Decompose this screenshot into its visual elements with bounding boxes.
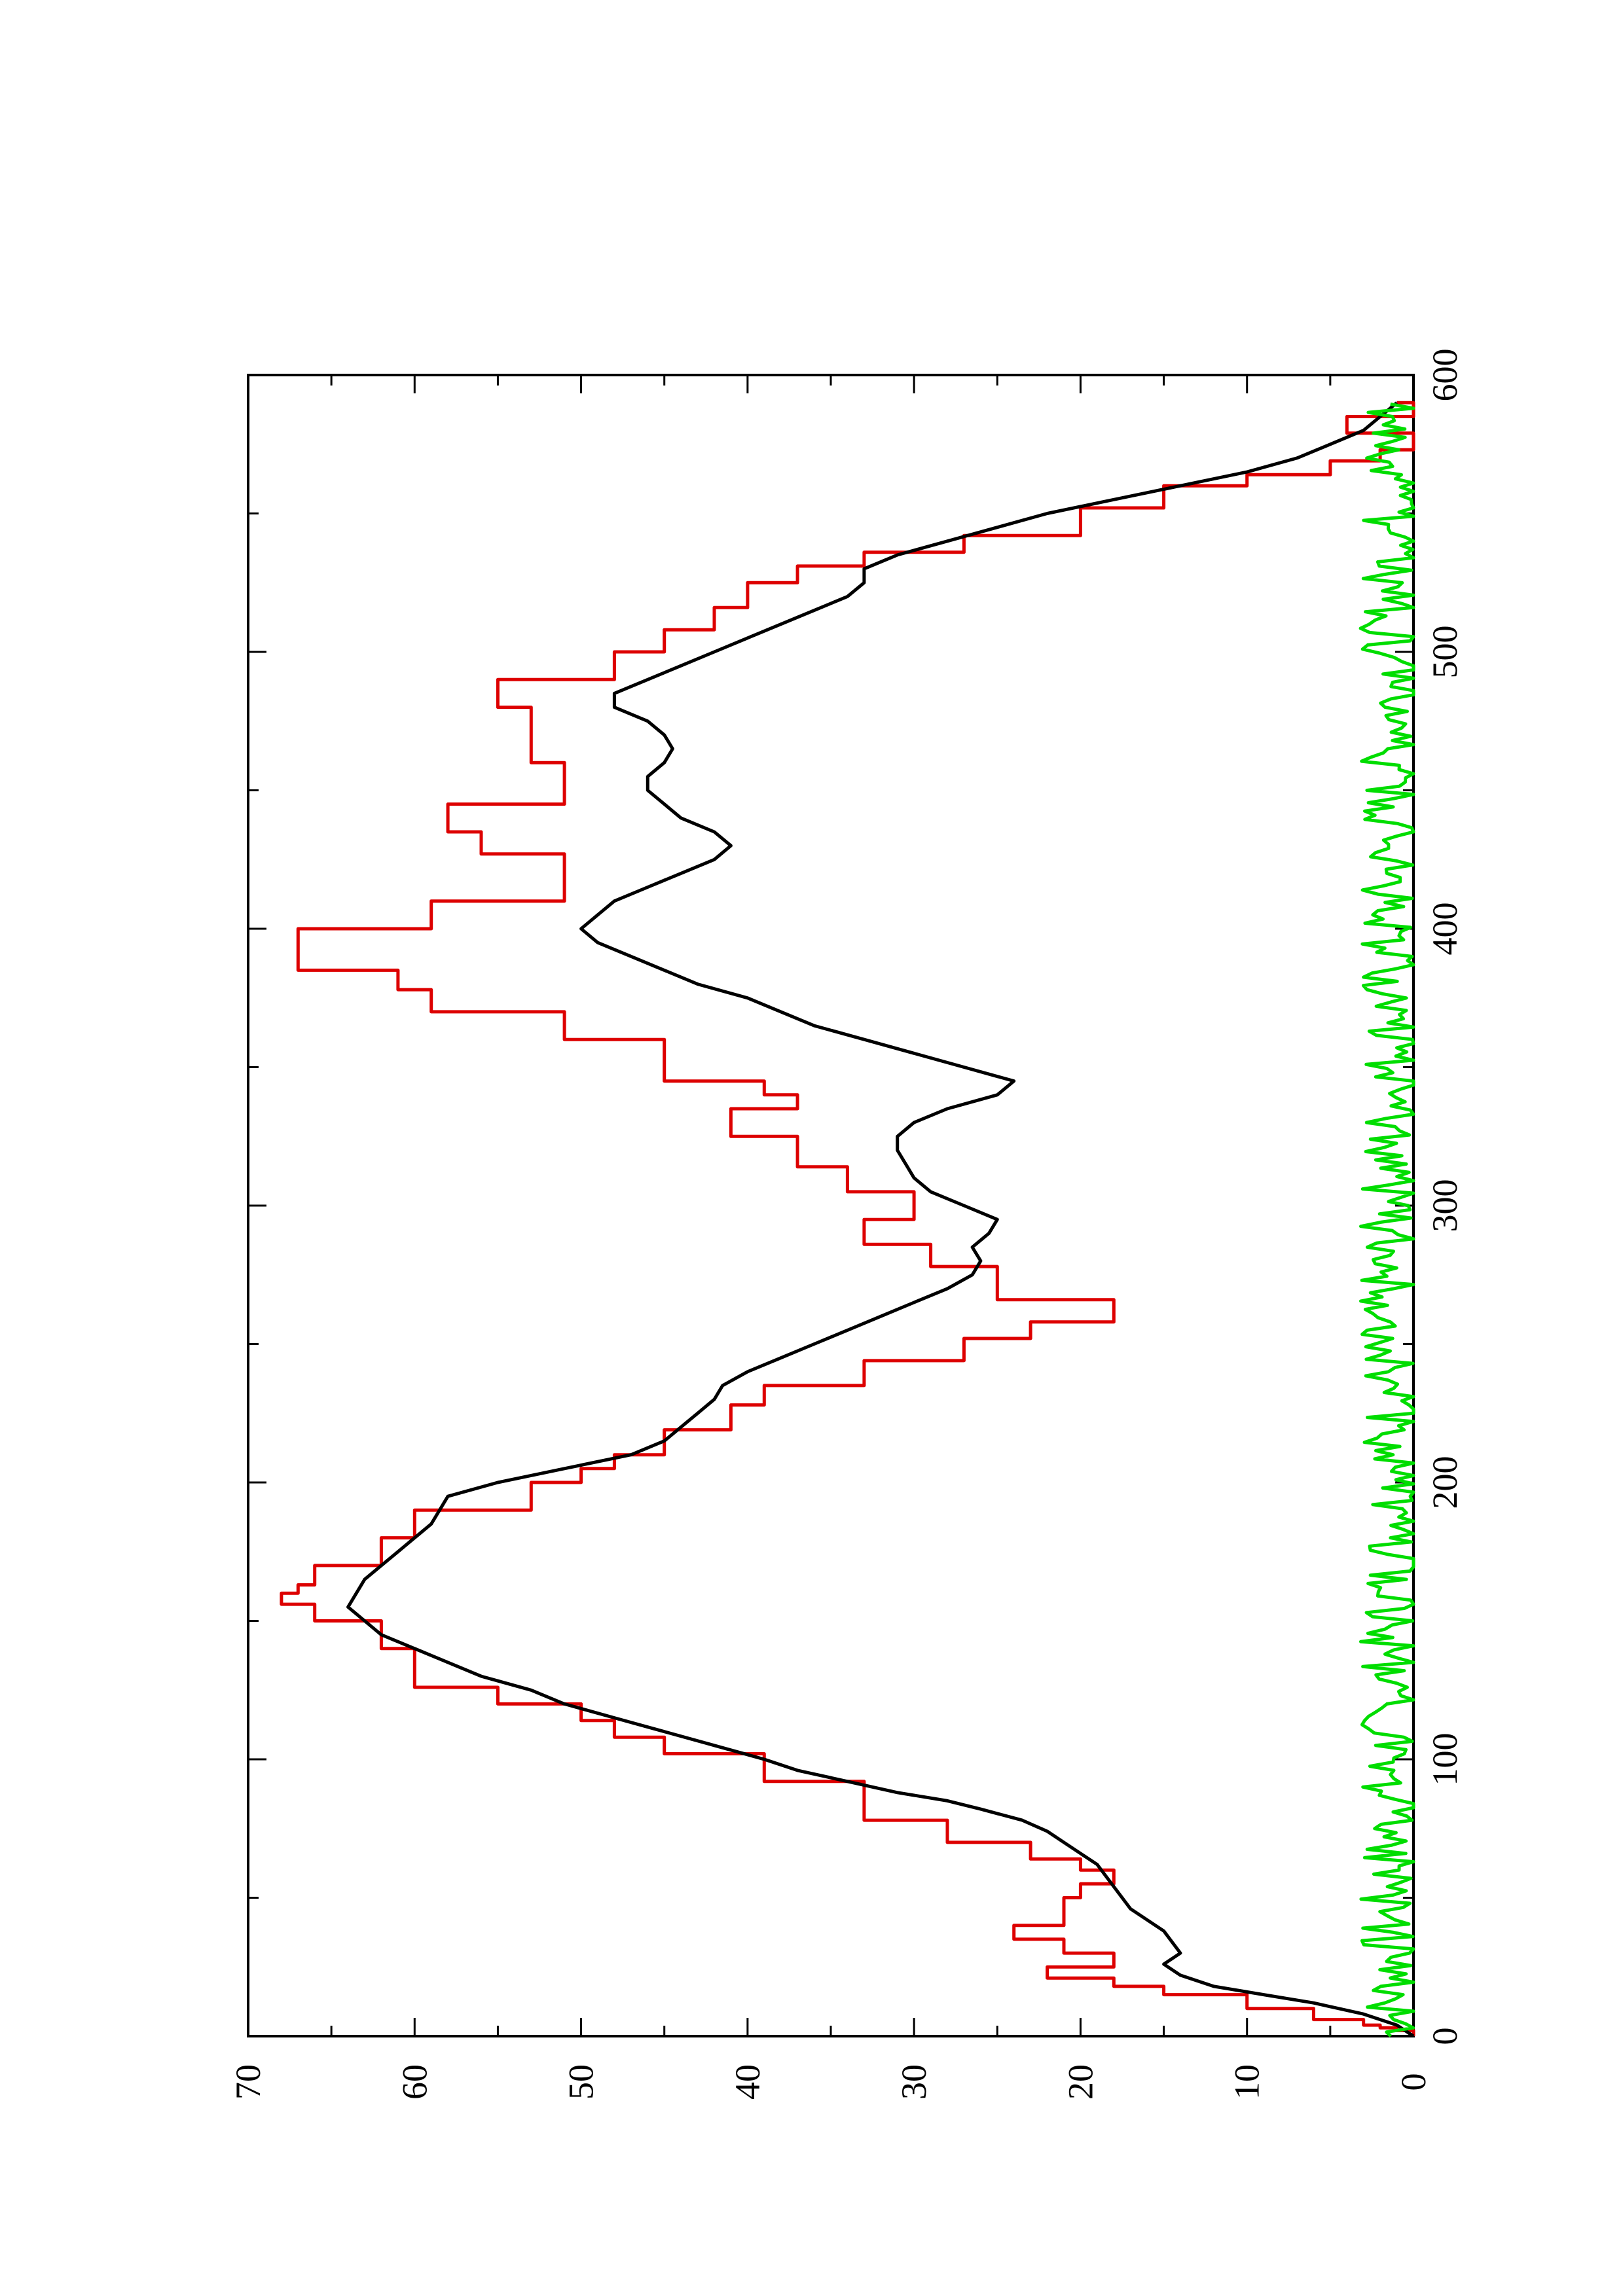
series-line-3 (1359, 402, 1415, 2037)
y-tick-label: 70 (228, 2064, 268, 2100)
x-tick-label: 400 (1425, 903, 1465, 956)
axis-ticks (247, 374, 1415, 2037)
y-tick-label: 50 (562, 2064, 601, 2100)
y-tick-label: 20 (1061, 2064, 1100, 2100)
x-tick-label: 500 (1425, 626, 1465, 679)
series-layer (280, 401, 1415, 2038)
x-tick-label: 0 (1425, 2028, 1465, 2045)
series-line-2 (346, 401, 1415, 2038)
x-tick-label: 300 (1425, 1179, 1465, 1232)
plot-frame (247, 374, 1415, 2037)
y-tick-label: 10 (1228, 2064, 1267, 2100)
x-tick-label: 200 (1425, 1456, 1465, 1509)
x-tick-label: 100 (1425, 1733, 1465, 1786)
y-tick-label: 60 (395, 2064, 434, 2100)
y-tick-label: 30 (894, 2064, 934, 2100)
series-line-1 (280, 401, 1415, 2036)
y-tick-label: 0 (1394, 2073, 1433, 2091)
axis-tick-labels: 0 100 200 300 400 500 600 0 10 20 30 40 50 60 70 (228, 349, 1465, 2100)
x-tick-label: 600 (1425, 349, 1465, 402)
y-tick-label: 40 (728, 2064, 767, 2100)
